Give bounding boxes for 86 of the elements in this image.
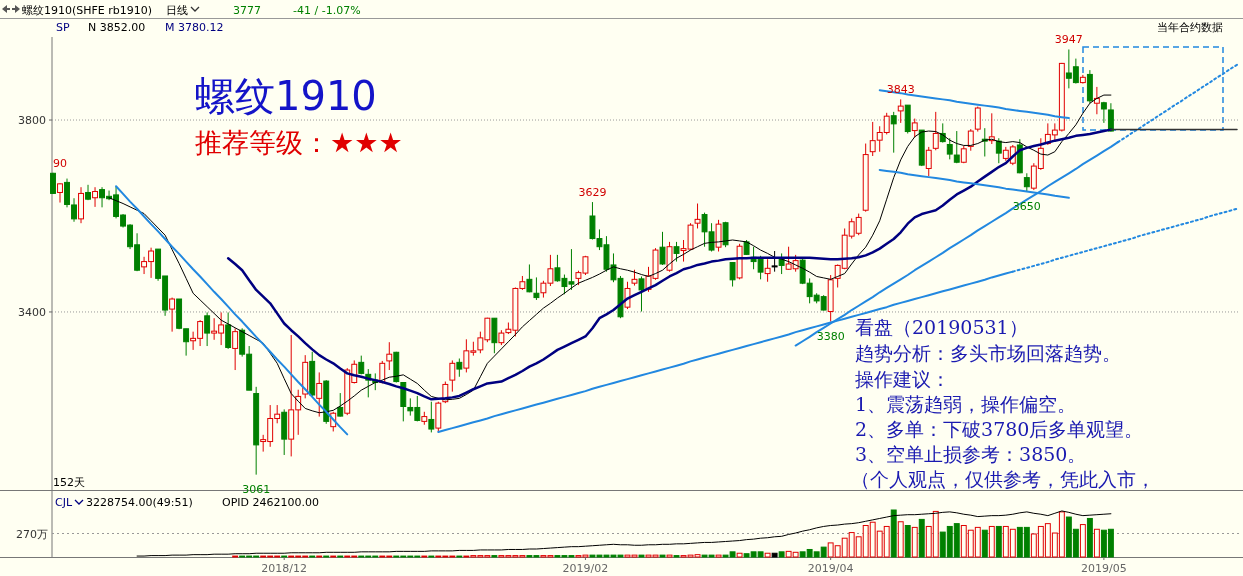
text: 3777 [233, 4, 261, 17]
candlestick [400, 382, 407, 422]
x-tick-label: 2019/02 [562, 562, 609, 575]
candlestick [974, 106, 981, 133]
text: 推荐等级：★★★ [195, 127, 403, 158]
candlestick [316, 371, 323, 418]
candlestick [673, 241, 680, 263]
candlestick [92, 186, 98, 208]
text: M 3780.12 [165, 21, 224, 34]
text: 当年合约数据 [1157, 21, 1223, 34]
candlestick [932, 111, 939, 151]
candlestick [169, 297, 176, 333]
candlestick [925, 146, 932, 177]
line-series [115, 185, 349, 436]
x-tick-label: 2019/05 [1081, 562, 1127, 575]
annotation: 3380 [816, 329, 845, 343]
bar [995, 525, 1002, 558]
chart-title: CJL [55, 496, 73, 509]
text: 螺纹1910(SHFE rb1910) [22, 4, 153, 17]
bar [1079, 524, 1086, 558]
candlestick [659, 231, 666, 266]
annotation: 3629 [578, 186, 607, 200]
annotation: 3061 [242, 482, 271, 496]
candlestick [85, 184, 91, 201]
annotation: （个人观点，仅供参考，凭此入市， [851, 468, 1155, 490]
candlestick [967, 128, 974, 152]
annotation: 3650 [1012, 200, 1041, 213]
annotation: 趋势分析：多头市场回落趋势。 [855, 342, 1121, 364]
text: OPID 2462100.00 [222, 496, 319, 509]
x-tick-label: 2018/12 [261, 562, 308, 575]
candlestick [890, 111, 897, 154]
candlestick [1093, 86, 1100, 115]
bar [764, 552, 771, 558]
text: N 3852.00 [88, 21, 146, 34]
annotation: 90 [53, 156, 67, 170]
bar [911, 526, 918, 558]
bar [904, 525, 911, 558]
candlestick [449, 359, 456, 393]
annotation: 2、多单：下破3780后多单观望。 [855, 418, 1144, 440]
annotation: 3843 [886, 83, 915, 97]
candlestick [225, 311, 232, 350]
bar [736, 552, 743, 558]
candlestick [694, 203, 701, 229]
y-tick-label: 3400 [18, 305, 46, 319]
annotation: 操作建议： [855, 368, 950, 390]
bar [1093, 528, 1100, 558]
bar [918, 518, 925, 558]
ref-line-label: 270万 [16, 527, 48, 541]
candlestick [771, 250, 778, 273]
candlestick [729, 262, 736, 288]
bar [981, 529, 988, 558]
annotation: 3947 [1054, 33, 1083, 47]
annotation: 3、空单止损参考：3850。 [855, 443, 1087, 465]
candlestick [533, 276, 540, 301]
candlestick [57, 182, 63, 204]
candlestick [428, 401, 435, 433]
candlestick [764, 258, 771, 283]
candlestick [911, 118, 918, 138]
candlestick [666, 241, 673, 273]
bar [778, 551, 785, 558]
candlestick [232, 327, 239, 371]
bar [890, 509, 897, 558]
annotation: 152天 [53, 476, 85, 489]
annotation: 1、震荡趋弱，操作偏空。 [855, 393, 1077, 415]
candlestick [638, 275, 645, 312]
candlestick [897, 98, 904, 124]
annotation: 看盘（20190531） [855, 316, 1028, 338]
candlestick [456, 358, 463, 378]
candlestick [715, 219, 722, 252]
bar [988, 525, 995, 558]
candlestick [386, 341, 393, 371]
candlestick [995, 137, 1002, 164]
candlestick [337, 392, 344, 418]
text: SP [56, 21, 70, 34]
x-tick-label: 2019/04 [807, 562, 854, 575]
candlestick [526, 263, 533, 293]
text: 日线 [166, 4, 188, 17]
y-tick-label: 3800 [18, 114, 46, 128]
bar [771, 552, 778, 558]
text: -41 / -1.07% [293, 4, 361, 17]
candlestick [204, 311, 211, 347]
bar [1086, 517, 1093, 558]
text: 螺纹1910 [195, 73, 377, 119]
bar [897, 521, 904, 558]
line-series [878, 168, 1070, 199]
text: 3228754.00(49:51) [86, 496, 193, 509]
